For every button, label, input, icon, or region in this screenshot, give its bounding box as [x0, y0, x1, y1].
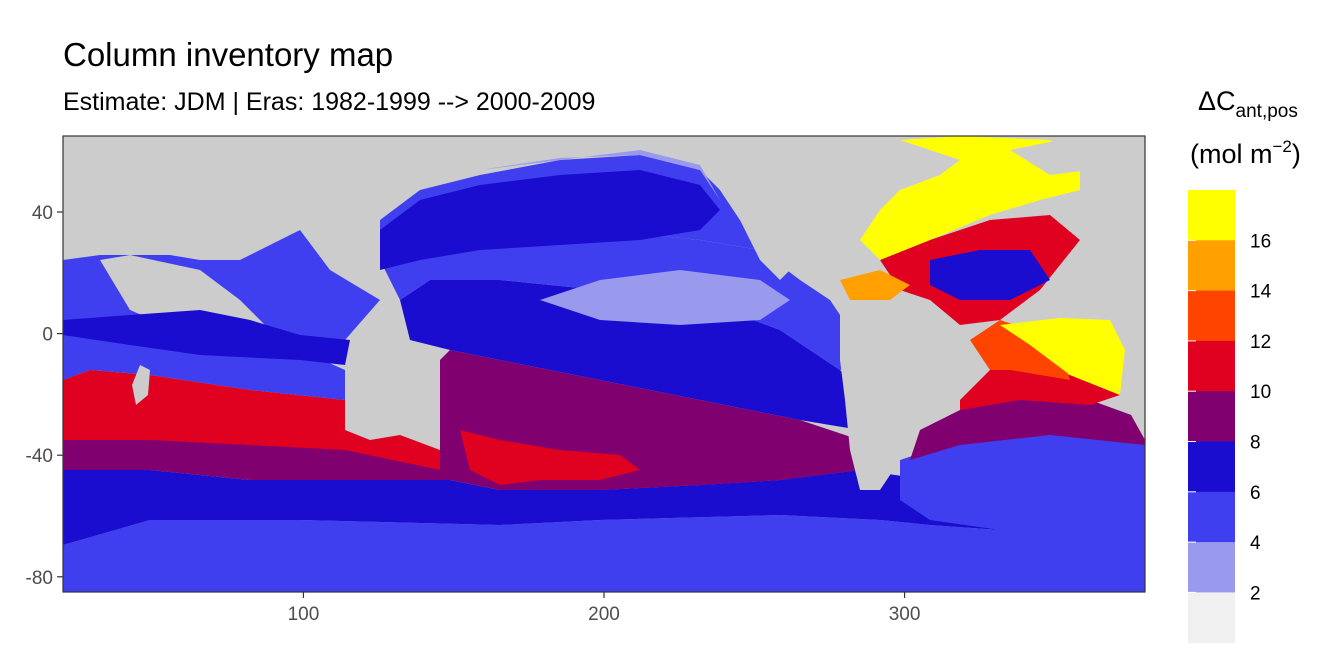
legend-unit-sup: −2 — [1273, 137, 1292, 156]
y-tick-label: -80 — [26, 568, 53, 589]
legend-color-key — [1188, 491, 1235, 543]
x-tick-label: 200 — [588, 604, 620, 625]
land-north-america — [720, 136, 880, 280]
legend-break-label: 4 — [1250, 533, 1261, 554]
chart-subtitle: Estimate: JDM | Eras: 1982-1999 --> 2000… — [63, 88, 596, 116]
region-north-atlantic-yellow — [860, 136, 1080, 260]
region-indian-red — [63, 370, 440, 470]
legend-unit: (mol m−2) — [1190, 137, 1301, 169]
region-pacific-dark — [400, 280, 870, 430]
land-africa-europe — [1060, 185, 1145, 440]
region-south-atlantic-purple — [910, 395, 1145, 460]
region-south-atlantic-orange — [970, 320, 1070, 380]
legend-break-label: 12 — [1250, 332, 1271, 353]
region-indian-dark — [63, 310, 350, 365]
region-equatorial-atlantic — [1000, 318, 1125, 395]
legend-break-label: 2 — [1250, 583, 1261, 604]
y-tick-label: 0 — [42, 325, 53, 346]
legend-color-key — [1188, 592, 1235, 644]
region-north-pacific-dark — [380, 170, 720, 270]
y-tick-label: -40 — [26, 446, 53, 467]
legend-keys: 2 4 6 8 10 12 14 16 — [1188, 190, 1272, 644]
x-tick-label: 300 — [889, 604, 921, 625]
legend-color-key — [1188, 240, 1235, 292]
x-axis: 100 200 300 — [288, 592, 921, 625]
legend-break-label: 16 — [1250, 231, 1271, 252]
legend-color-key — [1188, 290, 1235, 342]
region-pacific-light — [540, 270, 790, 325]
region-north-atlantic-dark — [930, 250, 1050, 300]
legend-break-label: 14 — [1250, 282, 1272, 303]
y-tick-label: 40 — [32, 203, 53, 224]
region-south-atlantic-red — [960, 360, 1120, 410]
region-pacific-equatorial — [380, 230, 870, 370]
legend-title: ΔCant,pos — [1198, 86, 1298, 122]
legend-color-key — [1188, 340, 1235, 392]
y-axis: 40 0 -40 -80 — [26, 203, 63, 589]
legend-break-label: 8 — [1250, 433, 1261, 454]
plot-border — [62, 135, 1146, 593]
x-tick-label: 100 — [288, 604, 320, 625]
region-pacific-red-south — [460, 430, 640, 485]
legend-color-key — [1188, 441, 1235, 493]
legend-break-label: 10 — [1250, 382, 1271, 403]
legend-break-label: 6 — [1250, 483, 1261, 504]
region-southern-ocean-south — [63, 515, 1145, 592]
legend-color-key — [1188, 391, 1235, 442]
legend-color-key — [1188, 542, 1235, 593]
ocean-map — [63, 136, 1145, 592]
region-madagascar — [132, 365, 150, 405]
land-south-america — [840, 300, 990, 490]
region-south-atlantic-blue — [900, 430, 1145, 530]
legend-unit-prefix: (mol m — [1190, 139, 1273, 169]
region-greenland — [1010, 140, 1100, 175]
legend: ΔCant,pos (mol m−2) 2 4 6 8 10 12 14 16 — [1188, 86, 1301, 644]
chart-title: Column inventory map — [63, 36, 394, 73]
legend-title-main: ΔC — [1198, 86, 1236, 116]
legend-unit-suffix: ) — [1292, 139, 1301, 169]
legend-title-sub: ant,pos — [1236, 101, 1298, 122]
region-caribbean-orange — [840, 270, 910, 300]
legend-color-key — [1188, 190, 1235, 241]
land-australia — [345, 340, 470, 450]
